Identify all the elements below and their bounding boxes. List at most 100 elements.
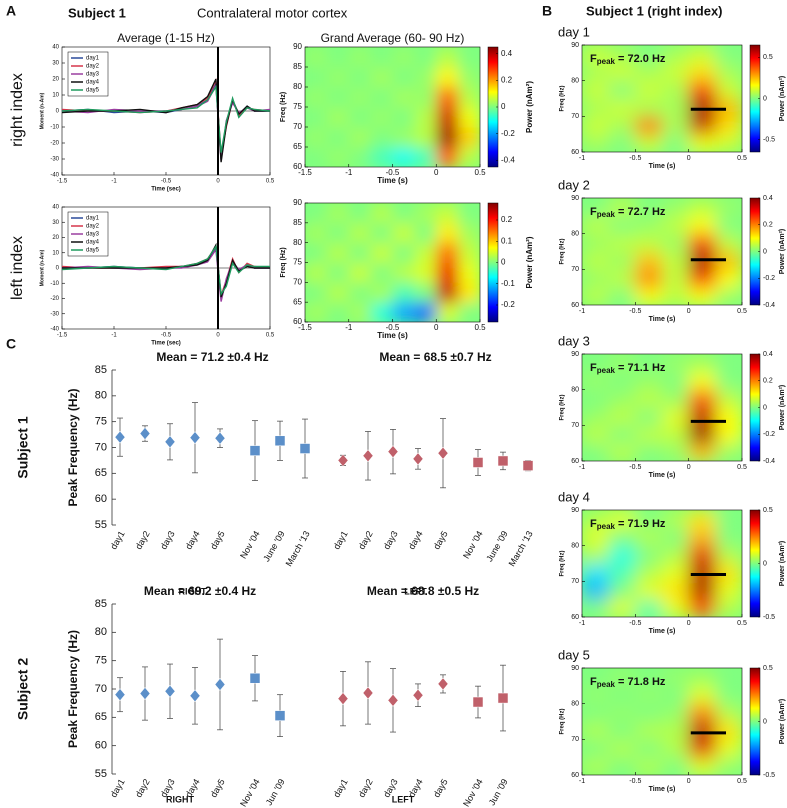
y-tick-label: 20	[52, 235, 59, 241]
x-tick-label: March '13	[507, 529, 535, 568]
y-tick-label: -30	[50, 157, 59, 163]
heatmap-cell	[635, 563, 663, 582]
heatmap-cell	[326, 242, 350, 263]
y-tick-label: 55	[95, 768, 107, 780]
heatmap-cell	[326, 262, 350, 283]
x-tick-label: -0.5	[386, 323, 400, 332]
y-tick-label: 60	[571, 772, 579, 779]
heatmap-cell	[608, 80, 636, 99]
legend-label: day4	[86, 240, 100, 246]
y-tick-label: 90	[293, 198, 302, 207]
heatmap-cell	[414, 282, 437, 303]
heatmap-cell	[715, 703, 742, 722]
annotation: Fpeak = 72.0 Hz	[590, 53, 666, 66]
y-tick-label: -40	[50, 173, 59, 179]
annotation: Fpeak = 71.9 Hz	[590, 518, 666, 531]
heatmap-cells	[305, 203, 480, 322]
heatmap-cell	[326, 87, 350, 108]
heatmap-cells	[305, 47, 480, 167]
heatmap-cell	[436, 87, 459, 108]
y-tick-label: 65	[95, 467, 107, 479]
heatmap-cell	[662, 443, 690, 461]
heatmap-cell	[458, 87, 480, 108]
x-tick-label: -0.5	[629, 778, 641, 785]
heatmap-cell	[715, 581, 742, 600]
heatmap-cell	[608, 545, 636, 564]
heatmap-cell	[348, 127, 372, 148]
annotation: Fpeak = 71.8 Hz	[590, 676, 666, 689]
y-tick-label: 30	[52, 220, 59, 226]
heatmap-cell	[582, 354, 610, 373]
annotation-text: = 71.9 Hz	[615, 518, 666, 530]
panel-label: B	[542, 3, 552, 19]
x-tick-label: 0.5	[737, 464, 747, 471]
y-tick-label: -20	[50, 296, 59, 302]
heatmap-cell	[436, 302, 459, 322]
heatmap-cell	[715, 685, 742, 705]
heatmap-cell	[608, 703, 636, 722]
heatmap-cell	[715, 354, 742, 373]
annotation-symbol: F	[590, 206, 597, 218]
heatmap-cell	[414, 242, 437, 263]
heatmap-cell	[370, 262, 393, 283]
colorbar-label: Power (nAm²)	[525, 81, 534, 133]
legend-label: day3	[86, 232, 100, 238]
x-tick-label: -1.5	[57, 333, 68, 339]
heatmap-cell	[688, 545, 716, 564]
colorbar-label: Power (nAm²)	[779, 541, 786, 587]
heatmap-cell	[688, 703, 716, 722]
colorbar-tick-label: -0.2	[501, 300, 515, 309]
heatmap-cell	[582, 269, 610, 288]
y-tick-label: 75	[293, 258, 302, 267]
heatmap-cell	[662, 80, 690, 99]
heatmap-cell	[348, 47, 372, 68]
heatmap-cell	[688, 599, 716, 617]
y-tick-label: -10	[50, 125, 59, 131]
y-axis-label: Moment (n-Am)	[39, 249, 45, 286]
x-axis-label: Time (s)	[649, 472, 676, 479]
heatmap-cell	[414, 147, 437, 167]
heatmap-cell	[608, 407, 636, 426]
x-tick-label: day5	[431, 529, 449, 551]
heatmap-cell	[635, 685, 663, 705]
heatmap-cell	[715, 45, 742, 64]
heatmap-cell	[608, 599, 636, 617]
point	[214, 678, 226, 691]
heatmap-cell	[458, 222, 480, 244]
x-tick-label: -1	[579, 308, 585, 315]
x-tick-label: day5	[208, 529, 226, 551]
y-tick-label: 40	[52, 205, 59, 211]
heatmap-cell	[662, 668, 690, 687]
x-tick-label: 0	[687, 155, 691, 162]
heatmap-cell	[582, 45, 610, 64]
heatmap-cell	[635, 721, 663, 740]
annotation-subscript: peak	[597, 366, 616, 375]
heatmap-cell	[436, 282, 459, 303]
heatmap-cell	[305, 302, 328, 322]
heatmap-cell	[392, 107, 415, 128]
colorbar-label: Power (nAm²)	[779, 699, 786, 745]
heatmap-cell	[608, 443, 636, 461]
heatmap-cell	[715, 62, 742, 82]
heatmap-cell	[662, 389, 690, 408]
x-tick-label: 0.5	[737, 308, 747, 315]
heatmap-cell	[715, 215, 742, 235]
colorbar-tick-label: 0	[763, 404, 767, 411]
chart-title: Grand Average (60- 90 Hz)	[321, 31, 465, 45]
heatmap-cell	[662, 62, 690, 82]
heatmap-cell	[436, 47, 459, 68]
y-tick-label: 90	[571, 507, 579, 514]
heatmap-cell	[635, 98, 663, 117]
series-line	[61, 84, 271, 153]
x-tick-label: 0.5	[266, 333, 275, 339]
colorbar-tick-label: 0	[763, 560, 767, 567]
y-tick-label: 90	[571, 42, 579, 49]
heatmap-cell	[414, 107, 437, 128]
heatmap-cell	[582, 443, 610, 461]
heatmap-cell	[458, 242, 480, 263]
heatmap-cell	[635, 668, 663, 687]
colorbar-tick-label: 0	[501, 102, 506, 111]
heatmap-cell	[715, 251, 742, 270]
group-label: RIGHT	[166, 794, 195, 804]
series-line	[61, 247, 270, 302]
